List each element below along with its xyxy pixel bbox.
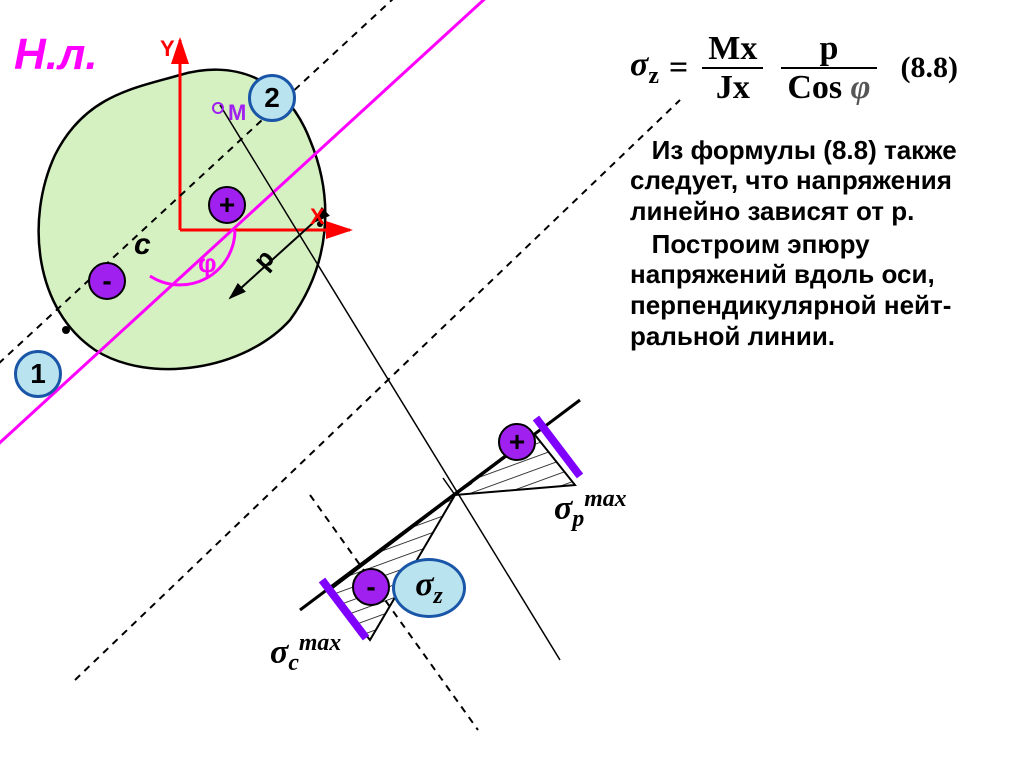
formula-eq: = [669,49,688,87]
formula-lhs: σz [630,46,659,90]
formula-frac-2: р Cos φ [781,30,876,107]
badge-2-text: 2 [264,82,280,114]
paragraph-2: Построим эпюру напряжений вдоль оси, пер… [630,229,1010,352]
phi-label: φ [198,248,217,279]
formula-frac-1: Мх Jx [702,30,763,107]
sign-minus-epure: - [352,568,390,606]
sign-plus-epure: + [498,423,536,461]
sigma-z-text: σz [415,566,443,610]
sign-minus-epure-text: - [366,571,375,603]
neutral-line-label: Н.л. [14,30,98,80]
sign-plus-epure-text: + [509,426,525,458]
axis-y-label: Y [160,36,175,62]
perp-dash [310,495,478,730]
sign-plus-shape: + [208,186,246,224]
point-m-label: M [228,100,246,126]
formula-8-8: σz = Мх Jx р Cos φ (8.8) [630,30,1010,107]
center-label: с [134,228,151,262]
right-pane: σz = Мх Jx р Cos φ (8.8) Из формулы (8.8… [630,30,1010,351]
tangent-dot-1 [62,326,70,334]
paragraph-1: Из формулы (8.8) также следует, что напр… [630,135,1010,227]
axis-x-label: X [310,204,325,230]
badge-2: 2 [248,74,296,122]
sign-minus-shape-text: - [102,265,111,297]
formula-number: (8.8) [901,51,958,85]
sigma-c-max-label: σсmах [270,630,341,677]
sign-minus-shape: - [88,262,126,300]
badge-1: 1 [14,350,62,398]
badge-1-text: 1 [30,358,46,390]
sigma-z-badge: σz [392,558,466,618]
sign-plus-shape-text: + [219,189,235,221]
sigma-p-max-label: σрmах [554,486,627,533]
